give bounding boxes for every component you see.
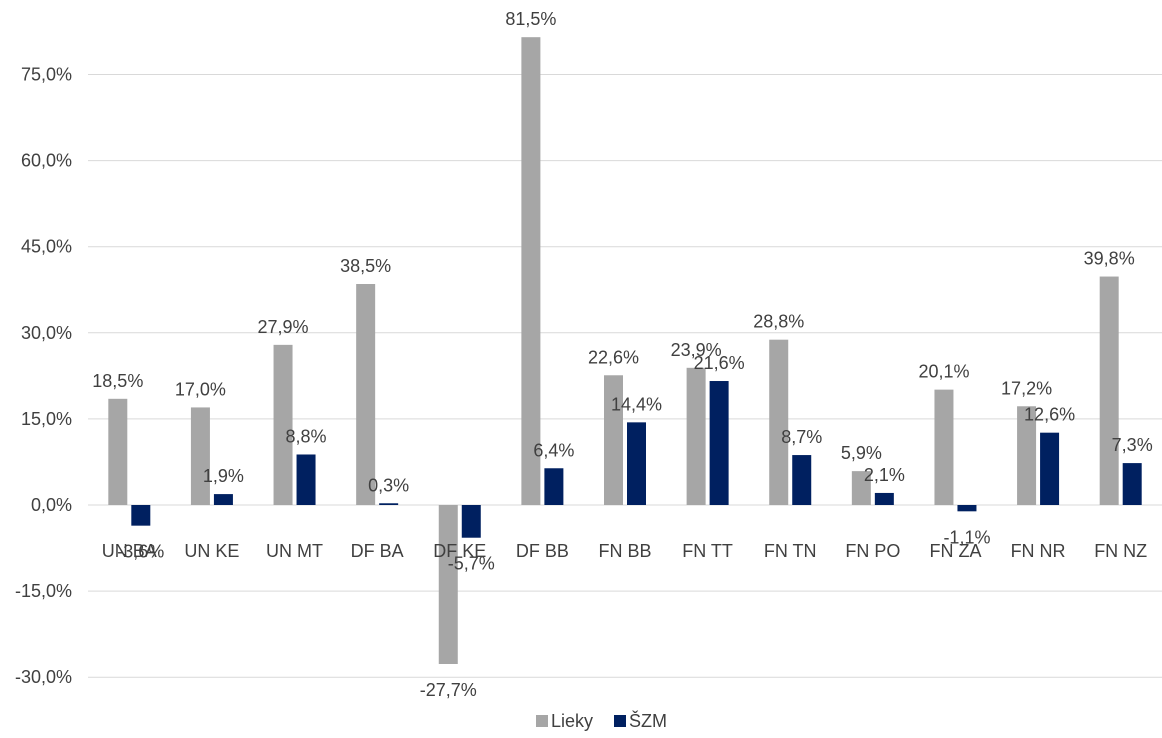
- bar-szm: [544, 468, 564, 505]
- legend-swatch: [536, 715, 548, 727]
- category-label: UN BA: [102, 541, 157, 561]
- bar-szm: [874, 492, 894, 505]
- bar-szm: [792, 455, 812, 505]
- category-label: DF KE: [433, 541, 486, 561]
- data-label: 12,6%: [1024, 405, 1075, 425]
- data-label: 2,1%: [864, 465, 905, 485]
- bar-szm: [627, 422, 646, 505]
- category-label: FN BB: [598, 541, 651, 561]
- bar-lieky: [190, 407, 210, 505]
- category-label: FN TN: [764, 541, 817, 561]
- y-tick-label: 15,0%: [21, 409, 72, 429]
- bar-lieky: [273, 344, 293, 505]
- bar-lieky: [769, 339, 789, 505]
- category-label: UN MT: [266, 541, 323, 561]
- data-label: 20,1%: [918, 362, 969, 382]
- legend-label: ŠZM: [629, 710, 667, 731]
- data-label: 81,5%: [505, 9, 556, 29]
- data-label: 22,6%: [588, 347, 639, 367]
- data-label: -3,6%: [117, 542, 164, 562]
- bar-szm: [131, 505, 151, 526]
- data-label: 17,2%: [1001, 378, 1052, 398]
- bar-szm: [379, 503, 399, 505]
- legend: Lieky ŠZM: [536, 710, 667, 731]
- bar-szm: [709, 381, 729, 505]
- data-label: 6,4%: [533, 440, 574, 460]
- bar-lieky: [604, 375, 623, 505]
- y-tick-label: 0,0%: [31, 495, 72, 515]
- bar-lieky: [686, 367, 706, 505]
- gridlines: [88, 74, 1162, 678]
- data-label: 18,5%: [92, 371, 143, 391]
- bar-szm: [213, 494, 233, 505]
- category-label: FN ZA: [929, 541, 981, 561]
- category-label: FN TT: [682, 541, 733, 561]
- category-label: FN NZ: [1094, 541, 1147, 561]
- data-label: 38,5%: [340, 256, 391, 276]
- data-labels: 18,5% -3,6% 17,0% 1,9% 27,9% 8,8% 38,5% 0,3% -27…: [92, 9, 1152, 700]
- legend-swatch: [614, 715, 626, 727]
- category-label: FN NR: [1011, 541, 1066, 561]
- bars: [108, 37, 1142, 664]
- bar-lieky: [438, 505, 458, 664]
- category-label: DF BB: [516, 541, 569, 561]
- bar-szm: [1122, 463, 1142, 505]
- data-label: 1,9%: [203, 466, 244, 486]
- data-label: -1,1%: [943, 527, 990, 547]
- category-label: UN KE: [184, 541, 239, 561]
- bar-szm: [461, 505, 481, 538]
- y-tick-label: -30,0%: [15, 667, 72, 687]
- bar-lieky: [521, 37, 541, 505]
- data-label: -5,7%: [448, 554, 495, 574]
- bar-lieky: [108, 398, 128, 505]
- y-tick-label: 75,0%: [21, 65, 72, 85]
- y-axis-ticks: -30,0% -15,0% 0,0% 15,0% 30,0% 45,0% 60,0% 75,0…: [15, 65, 72, 688]
- bar-lieky: [1099, 276, 1119, 505]
- data-label: 14,4%: [611, 394, 662, 414]
- y-tick-label: 30,0%: [21, 323, 72, 343]
- data-label: 23,9%: [671, 340, 722, 360]
- bar-lieky: [851, 471, 871, 505]
- bar-lieky: [934, 389, 954, 505]
- data-label: 27,9%: [258, 317, 309, 337]
- data-label: 21,6%: [694, 353, 745, 373]
- data-label: 8,8%: [286, 426, 327, 446]
- bar-szm: [957, 505, 977, 512]
- category-label: FN PO: [845, 541, 900, 561]
- legend-label: Lieky: [551, 711, 593, 731]
- data-label: 8,7%: [781, 427, 822, 447]
- y-tick-label: 45,0%: [21, 237, 72, 257]
- data-label: 0,3%: [368, 475, 409, 495]
- category-label: DF BA: [351, 541, 404, 561]
- data-label: -27,7%: [420, 680, 477, 700]
- data-label: 7,3%: [1112, 435, 1153, 455]
- data-label: 17,0%: [175, 379, 226, 399]
- y-tick-label: 60,0%: [21, 151, 72, 171]
- y-tick-label: -15,0%: [15, 581, 72, 601]
- data-label: 28,8%: [753, 312, 804, 332]
- data-label: 5,9%: [841, 443, 882, 463]
- category-labels: UN BA UN KE UN MT DF BA DF KE DF BB FN BB FN TT…: [102, 541, 1147, 561]
- bar-szm: [1040, 432, 1060, 505]
- bar-szm: [296, 454, 316, 505]
- bar-lieky: [356, 284, 376, 505]
- bar-lieky: [1017, 406, 1037, 505]
- data-label: 39,8%: [1084, 249, 1135, 269]
